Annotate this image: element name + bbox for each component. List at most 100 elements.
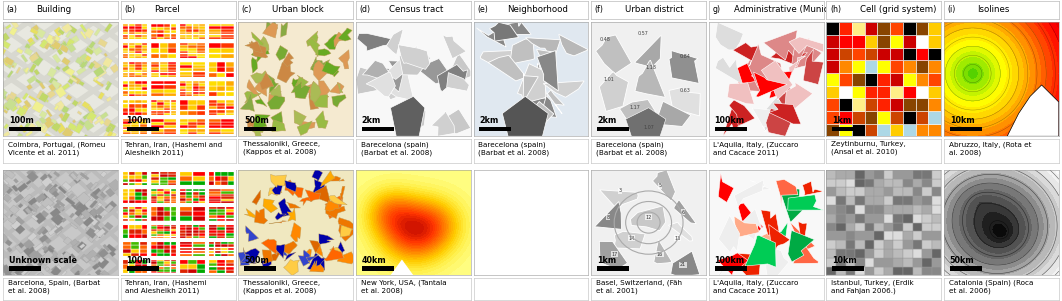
- Polygon shape: [338, 218, 356, 229]
- Bar: [208, 119, 221, 122]
- Bar: [836, 214, 845, 223]
- Polygon shape: [769, 69, 792, 98]
- Bar: [100, 227, 108, 235]
- Bar: [164, 229, 170, 231]
- Bar: [151, 211, 157, 216]
- Bar: [2, 268, 13, 278]
- Bar: [188, 269, 196, 274]
- Bar: [890, 60, 903, 73]
- Bar: [135, 73, 141, 75]
- Bar: [135, 35, 141, 37]
- Bar: [122, 259, 129, 264]
- Bar: [874, 170, 884, 179]
- Bar: [122, 183, 129, 186]
- Bar: [95, 206, 105, 215]
- Polygon shape: [305, 190, 321, 202]
- Bar: [39, 210, 49, 219]
- Bar: [217, 230, 225, 233]
- Bar: [5, 24, 12, 29]
- Bar: [122, 241, 131, 245]
- Bar: [82, 252, 93, 262]
- Polygon shape: [329, 195, 347, 205]
- Polygon shape: [734, 180, 764, 207]
- Bar: [15, 97, 22, 104]
- Bar: [78, 80, 85, 86]
- Bar: [188, 51, 196, 54]
- Bar: [912, 214, 922, 223]
- Polygon shape: [1007, 85, 1059, 136]
- Bar: [845, 231, 855, 240]
- Bar: [179, 206, 192, 211]
- Bar: [864, 48, 877, 60]
- Bar: [135, 80, 141, 84]
- Bar: [22, 68, 29, 74]
- Bar: [45, 121, 49, 125]
- Bar: [826, 60, 839, 73]
- Bar: [221, 54, 235, 59]
- Bar: [74, 270, 80, 275]
- Bar: [41, 177, 53, 188]
- Bar: [221, 26, 235, 29]
- Bar: [164, 191, 170, 194]
- Bar: [151, 119, 164, 122]
- Text: Barecelona (spain)
(Barbat et al. 2008): Barecelona (spain) (Barbat et al. 2008): [361, 141, 432, 156]
- Bar: [903, 205, 912, 214]
- Bar: [122, 76, 129, 78]
- Bar: [912, 205, 922, 214]
- Polygon shape: [764, 30, 798, 60]
- Polygon shape: [310, 60, 329, 68]
- Bar: [171, 111, 177, 113]
- Polygon shape: [754, 72, 787, 97]
- Bar: [186, 37, 192, 40]
- Bar: [912, 266, 922, 275]
- Bar: [208, 103, 217, 106]
- Bar: [47, 90, 56, 98]
- Bar: [157, 269, 164, 272]
- Bar: [179, 211, 192, 216]
- Bar: [80, 244, 85, 249]
- Bar: [188, 264, 196, 269]
- Bar: [42, 246, 49, 252]
- Text: 6: 6: [682, 209, 685, 215]
- Bar: [70, 172, 78, 180]
- Bar: [157, 102, 164, 105]
- Polygon shape: [264, 20, 277, 35]
- Bar: [845, 249, 855, 258]
- Bar: [49, 77, 57, 86]
- Bar: [200, 189, 206, 191]
- Bar: [192, 61, 206, 65]
- Bar: [221, 48, 235, 54]
- Bar: [922, 240, 931, 249]
- Polygon shape: [269, 85, 281, 99]
- Polygon shape: [431, 111, 455, 136]
- Bar: [845, 188, 855, 196]
- Bar: [20, 105, 29, 115]
- Polygon shape: [278, 241, 297, 254]
- Bar: [93, 67, 104, 77]
- Bar: [217, 233, 225, 236]
- Bar: [903, 231, 912, 240]
- Bar: [129, 91, 135, 94]
- Bar: [129, 37, 135, 40]
- Bar: [164, 113, 170, 116]
- Bar: [826, 258, 836, 266]
- Bar: [186, 189, 192, 191]
- Bar: [208, 92, 217, 97]
- Bar: [208, 23, 221, 26]
- Bar: [0, 37, 4, 44]
- Bar: [129, 54, 135, 56]
- Bar: [151, 70, 159, 73]
- Polygon shape: [324, 246, 344, 261]
- Bar: [67, 191, 78, 201]
- Polygon shape: [785, 82, 812, 111]
- Bar: [74, 172, 84, 182]
- Bar: [836, 249, 845, 258]
- Text: Coimbra, Portugal, (Romeu
Vicente et al. 2011): Coimbra, Portugal, (Romeu Vicente et al.…: [7, 141, 105, 156]
- Bar: [62, 106, 69, 114]
- Bar: [151, 27, 157, 30]
- Bar: [200, 201, 206, 204]
- Bar: [179, 236, 186, 239]
- Bar: [922, 231, 931, 240]
- Text: Barecelona (spain)
(Barbat et al. 2008): Barecelona (spain) (Barbat et al. 2008): [478, 141, 549, 156]
- Text: (c): (c): [242, 5, 252, 14]
